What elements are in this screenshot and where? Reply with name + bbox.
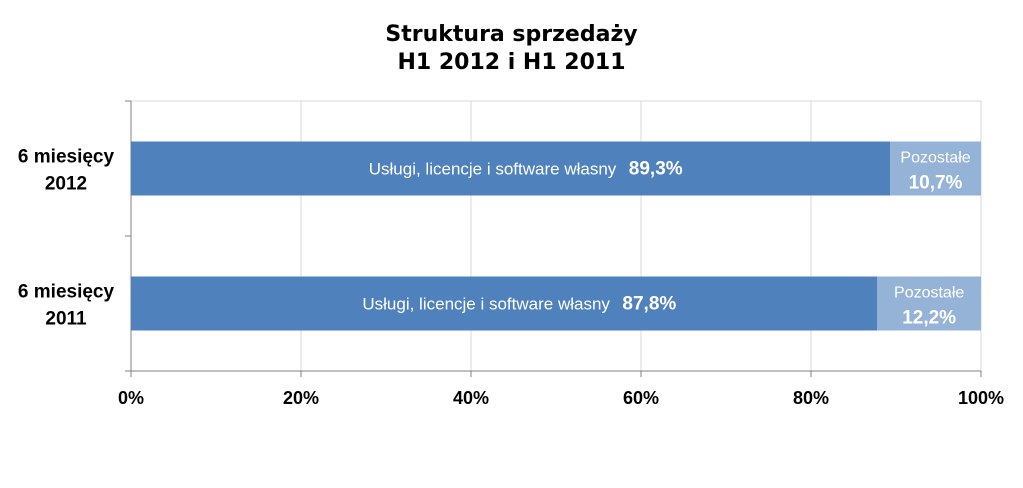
x-tick-label: 0% bbox=[118, 388, 144, 408]
category-label: 2011 bbox=[45, 309, 87, 330]
category-label: 2012 bbox=[45, 174, 87, 195]
x-tick-label: 100% bbox=[958, 388, 1004, 408]
data-label: Usługi, licencje i software własny bbox=[362, 295, 610, 314]
data-label: 12,2% bbox=[902, 308, 956, 329]
data-label: Usługi, licencje i software własny bbox=[369, 160, 617, 179]
data-label: 87,8% bbox=[622, 294, 676, 315]
data-label: Pozostałe bbox=[894, 285, 964, 302]
category-label: 6 miesięcy bbox=[18, 147, 115, 168]
x-tick-label: 80% bbox=[793, 388, 829, 408]
bar-segment bbox=[877, 276, 981, 331]
category-label: 6 miesięcy bbox=[18, 282, 115, 303]
data-label: 89,3% bbox=[629, 159, 683, 180]
chart-subtitle: H1 2012 i H1 2011 bbox=[397, 50, 626, 75]
chart-title: Struktura sprzedaży bbox=[385, 22, 638, 47]
bar-segment bbox=[131, 141, 891, 196]
bar-segment bbox=[131, 276, 878, 331]
x-tick-label: 60% bbox=[623, 388, 659, 408]
data-label: 10,7% bbox=[909, 173, 963, 194]
bar-segment bbox=[890, 141, 981, 196]
data-label: Pozostałe bbox=[900, 150, 970, 167]
x-tick-label: 40% bbox=[453, 388, 489, 408]
x-tick-label: 20% bbox=[283, 388, 319, 408]
